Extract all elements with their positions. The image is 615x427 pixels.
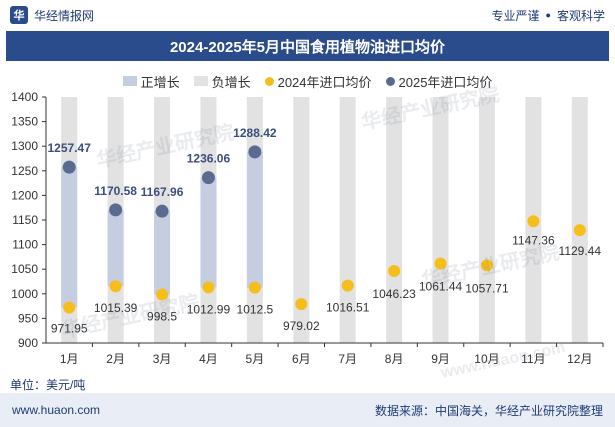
- y-tick-label: 950: [18, 311, 38, 325]
- point-2025: [201, 171, 215, 185]
- label-2024: 998.5: [147, 310, 177, 324]
- point-2024: [434, 257, 447, 270]
- y-tick-label: 1050: [11, 262, 38, 276]
- positive-growth-bar: [107, 209, 124, 287]
- x-tick-label: 1月: [60, 352, 79, 366]
- legend-2024-label: 2024年进口均价: [277, 74, 372, 90]
- y-tick-label: 1000: [11, 287, 38, 301]
- label-2024: 1046.23: [372, 287, 416, 301]
- brand-name: 华经情报网: [34, 8, 95, 23]
- label-2025: 1167.96: [141, 185, 184, 199]
- x-tick-label: 6月: [292, 352, 311, 366]
- point-2024: [388, 265, 401, 278]
- y-tick-label: 1350: [11, 115, 38, 129]
- legend-positive-swatch: [122, 76, 137, 86]
- positive-growth-bar: [246, 151, 263, 288]
- chart-title: 2024-2025年5月中国食用植物油进口均价: [6, 31, 609, 61]
- y-tick-label: 1250: [11, 164, 38, 178]
- brand: 华 华经情报网: [10, 6, 94, 24]
- label-2025: 1170.58: [94, 184, 137, 198]
- bullet-icon: ●: [545, 10, 551, 20]
- footer: www.huaon.com 数据来源：中国海关，华经产业研究院整理: [0, 393, 615, 427]
- point-2024: [109, 280, 122, 293]
- slogan: 专业严谨 ● 客观科学: [492, 7, 605, 24]
- chart-legend: 正增长 负增长 2024年进口均价 2025年进口均价: [0, 72, 615, 90]
- top-header: 华 华经情报网 专业严谨 ● 客观科学: [0, 0, 615, 30]
- label-2024: 971.95: [51, 322, 88, 336]
- point-2024: [156, 288, 169, 301]
- footer-source: 数据来源：中国海关，华经产业研究院整理: [374, 403, 603, 418]
- point-2025: [62, 160, 76, 174]
- legend-2025: 2025年进口均价: [385, 72, 493, 91]
- point-2025: [109, 203, 123, 217]
- legend-2024: 2024年进口均价: [264, 72, 372, 91]
- legend-positive: 正增长: [122, 72, 180, 91]
- legend-2025-label: 2025年进口均价: [398, 74, 493, 90]
- background-bar: [478, 97, 495, 343]
- slogan-left: 专业严谨: [491, 8, 540, 23]
- y-tick-label: 1100: [12, 238, 38, 252]
- background-bar: [571, 97, 588, 343]
- label-2025: 1236.06: [187, 152, 231, 166]
- label-2024: 1012.99: [187, 302, 231, 316]
- y-tick-label: 1300: [11, 139, 38, 153]
- x-tick-label: 11月: [521, 352, 545, 366]
- y-tick-label: 1150: [12, 213, 38, 227]
- legend-2024-swatch: [264, 76, 274, 86]
- point-2025: [155, 204, 169, 218]
- point-2024: [295, 298, 308, 311]
- background-bar: [386, 97, 403, 343]
- x-tick-label: 10月: [474, 352, 499, 366]
- label-2024: 1015.39: [94, 301, 138, 315]
- label-2024: 1012.5: [237, 303, 274, 317]
- point-2025: [248, 145, 262, 159]
- point-2024: [248, 281, 261, 294]
- x-tick-label: 9月: [431, 352, 450, 366]
- label-2025: 1288.42: [233, 126, 277, 140]
- background-bar: [293, 97, 310, 343]
- x-tick-label: 2月: [106, 352, 125, 366]
- positive-growth-bar: [200, 177, 217, 288]
- point-2024: [480, 259, 493, 272]
- slogan-right: 客观科学: [556, 8, 605, 23]
- x-tick-label: 7月: [338, 352, 357, 366]
- legend-negative-swatch: [193, 76, 208, 86]
- label-2024: 1129.44: [559, 244, 602, 258]
- label-2024: 979.02: [283, 319, 320, 333]
- point-2024: [573, 224, 586, 237]
- point-2024: [527, 215, 540, 228]
- label-2024: 1147.36: [512, 233, 555, 247]
- footer-url[interactable]: www.huaon.com: [12, 403, 101, 417]
- x-tick-label: 3月: [153, 352, 172, 366]
- legend-negative-label: 负增长: [211, 74, 251, 90]
- point-2024: [202, 281, 215, 294]
- legend-negative: 负增长: [193, 72, 251, 91]
- label-2025: 1257.47: [48, 141, 92, 155]
- unit-label: 单位：美元/吨: [10, 378, 86, 392]
- legend-2025-swatch: [385, 76, 395, 86]
- y-tick-label: 1400: [11, 90, 38, 104]
- x-tick-label: 5月: [246, 352, 265, 366]
- label-2024: 1057.71: [465, 281, 509, 295]
- legend-positive-label: 正增长: [140, 74, 180, 90]
- x-tick-label: 8月: [385, 352, 404, 366]
- positive-growth-bar: [154, 211, 171, 295]
- positive-growth-bar: [61, 167, 78, 308]
- point-2024: [341, 279, 354, 292]
- x-tick-label: 12月: [567, 352, 592, 366]
- brand-logo-icon: 华: [10, 6, 28, 24]
- point-2024: [63, 301, 76, 314]
- y-tick-label: 1200: [11, 188, 38, 202]
- label-2024: 1061.44: [419, 280, 463, 294]
- background-bar: [432, 97, 449, 343]
- y-tick-label: 900: [18, 336, 38, 350]
- x-tick-label: 4月: [199, 352, 218, 366]
- label-2024: 1016.51: [326, 301, 370, 315]
